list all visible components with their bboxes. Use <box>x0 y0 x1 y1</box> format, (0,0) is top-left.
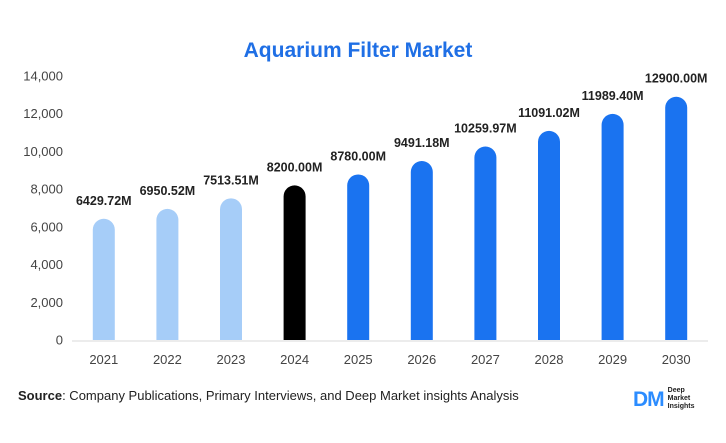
source-note: Source: Company Publications, Primary In… <box>18 388 519 403</box>
bar-2026 <box>410 161 433 340</box>
x-tick-label: 2026 <box>407 352 436 367</box>
x-tick-label: 2022 <box>153 352 182 367</box>
data-label: 10259.97M <box>454 122 517 136</box>
bar-2025 <box>347 174 370 340</box>
data-label: 11091.02M <box>518 106 580 120</box>
x-tick-label: 2023 <box>217 352 246 367</box>
y-tick-label: 4,000 <box>30 257 63 272</box>
chart-title: Aquarium Filter Market <box>244 39 473 62</box>
data-label: 7513.51M <box>203 173 259 187</box>
y-tick-label: 0 <box>56 333 63 348</box>
data-labels: 6429.72M 6950.52M 7513.51M 8200.00M 8780.00M… <box>76 72 707 208</box>
y-tick-label: 14,000 <box>23 69 63 84</box>
x-tick-label: 2028 <box>535 352 564 367</box>
x-tick-label: 2027 <box>471 352 500 367</box>
bar-2023 <box>220 198 242 340</box>
data-label: 11989.40M <box>582 89 644 103</box>
x-tick-label: 2029 <box>598 352 627 367</box>
x-tick-label: 2025 <box>344 352 373 367</box>
y-tick-label: 12,000 <box>23 106 63 121</box>
bar-2028 <box>538 130 560 340</box>
bar-2022 <box>156 208 179 340</box>
data-label: 6429.72M <box>76 194 132 208</box>
bar-2024 <box>283 185 306 340</box>
y-tick-label: 8,000 <box>30 182 63 197</box>
bar-2027 <box>474 146 497 340</box>
source-label: Source <box>18 388 63 403</box>
bar-2030 <box>665 96 688 340</box>
x-tick-label: 2024 <box>280 352 309 367</box>
y-tick-label: 10,000 <box>23 144 63 159</box>
y-tick-label: 2,000 <box>30 295 63 310</box>
source-text: : Company Publications, Primary Intervie… <box>62 388 519 403</box>
company-logo: DM Deep Market Insights <box>633 384 721 414</box>
bars <box>92 96 688 340</box>
bar-2029 <box>601 113 624 340</box>
data-label: 6950.52M <box>140 184 196 198</box>
y-tick-label: 6,000 <box>30 219 63 234</box>
data-label: 8200.00M <box>267 160 323 174</box>
data-label: 12900.00M <box>645 72 708 86</box>
logo-text: Deep Market Insights <box>667 387 695 410</box>
bar-2021 <box>92 218 115 340</box>
y-axis: 0 2,000 4,000 6,000 8,000 10,000 12,000 14,000 <box>23 69 708 348</box>
logo-mark: DM <box>633 387 665 411</box>
data-label: 9491.18M <box>394 136 450 150</box>
x-axis: 2021 2022 2023 2024 2025 2026 2027 2028 2029 2030 <box>89 352 690 367</box>
x-tick-label: 2021 <box>89 352 118 367</box>
x-tick-label: 2030 <box>662 352 691 367</box>
data-label: 8780.00M <box>330 149 386 163</box>
